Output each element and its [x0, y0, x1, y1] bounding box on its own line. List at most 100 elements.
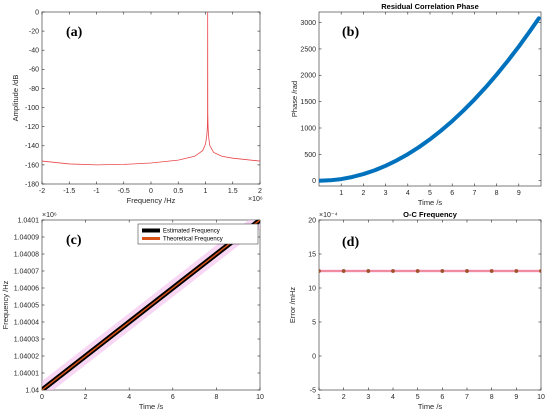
- y-exponent-label: ×10⁻⁴: [319, 212, 338, 219]
- series-group: [42, 12, 260, 166]
- y-tick-label: -40: [29, 48, 39, 55]
- y-axis-label: Phase /rad: [290, 81, 299, 117]
- legend-entry: Estimated Frequency: [163, 229, 220, 235]
- x-tick-label: 1: [204, 188, 208, 195]
- data-point: [465, 269, 470, 274]
- y-tick-label: -180: [25, 181, 39, 188]
- series-line: [42, 220, 260, 390]
- chart-b: 1 2 3 4 5 6 7 8 9 0 500 1000 1500 2000 2500 3000 Time /s…: [290, 2, 542, 207]
- series-line: [42, 12, 260, 166]
- y-tick-label: -5: [310, 387, 316, 394]
- data-point: [391, 269, 396, 274]
- x-tick-label: 2: [361, 190, 365, 197]
- y-tick-label: -120: [25, 124, 39, 131]
- y-tick-label: 0: [312, 353, 316, 360]
- x-tick-label: 5: [416, 394, 420, 401]
- y-tick-label: -100: [25, 105, 39, 112]
- y-tick-label: 2500: [300, 46, 316, 53]
- y-tick-label: 20: [308, 217, 316, 224]
- y-axis-label: Error /mHz: [288, 287, 297, 323]
- series-group: [42, 220, 260, 390]
- x-tick-label: -0.5: [118, 188, 130, 195]
- y-tick-label: -80: [29, 86, 39, 93]
- x-tick-label: 6: [171, 394, 175, 401]
- y-axis-label: Amplitude /dB: [11, 75, 20, 122]
- x-tick-label: -1: [93, 188, 99, 195]
- y-tick-label: 500: [304, 152, 316, 159]
- legend-entry: Theoretical Frequency: [163, 237, 223, 243]
- y-tick-label: 1.04003: [14, 336, 39, 343]
- y-tick-label: 15: [308, 251, 316, 258]
- plot-frame: [318, 219, 542, 391]
- x-tick-label: 8: [495, 190, 499, 197]
- y-tick-label: -60: [29, 67, 39, 74]
- x-axis-label: Frequency /Hz: [127, 196, 176, 205]
- x-tick-label: 0: [149, 188, 153, 195]
- y-tick-label: -20: [29, 29, 39, 36]
- x-tick-label: 4: [127, 394, 131, 401]
- series-group: [319, 269, 541, 274]
- x-tick-label: 6: [440, 394, 444, 401]
- data-point: [341, 269, 346, 274]
- y-tick-label: 1.04007: [14, 268, 39, 275]
- y-exponent-label: ×10⁶: [42, 212, 57, 219]
- y-tick-label: 1.04008: [14, 251, 39, 258]
- x-tick-label: 3: [366, 394, 370, 401]
- y-tick-label: 1.04001: [14, 370, 39, 377]
- y-tick-label: -140: [25, 143, 39, 150]
- y-tick-label: 0: [312, 178, 316, 185]
- x-axis-label: Time /s: [418, 198, 443, 207]
- panel-label: (d): [342, 235, 359, 250]
- x-tick-label: 5: [428, 190, 432, 197]
- panel-label: (a): [66, 25, 83, 40]
- x-exponent-label: ×10⁶: [248, 196, 263, 203]
- chart-c: 0 2 4 6 8 10 1.04 1.04001 1.04002 1.04003 1.04004 1…: [1, 212, 264, 411]
- x-tick-label: 9: [514, 394, 518, 401]
- y-tick-label: 2000: [300, 73, 316, 80]
- y-tick-label: 10: [308, 285, 316, 292]
- chart-a: -2 -1.5 -1 -0.5 0 0.5 1 1.5 2 0 -20 -40 -60 -80 -100 -1…: [11, 9, 263, 205]
- data-point: [539, 269, 541, 273]
- x-tick-label: 8: [490, 394, 494, 401]
- x-tick-label: 4: [406, 190, 410, 197]
- x-tick-label: 0: [40, 394, 44, 401]
- y-axis-label: Frequency /Hz: [1, 280, 10, 329]
- data-point: [440, 269, 445, 274]
- data-point: [514, 269, 519, 274]
- y-tick-label: 1.04006: [14, 285, 39, 292]
- panel-label: (b): [342, 25, 359, 40]
- x-axis-label: Time /s: [139, 402, 164, 411]
- data-point: [319, 269, 321, 273]
- x-tick-label: 1: [317, 394, 321, 401]
- x-tick-label: 6: [450, 190, 454, 197]
- y-tick-label: 1.04: [25, 387, 39, 394]
- y-tick-label: 3000: [300, 20, 316, 27]
- x-tick-label: 8: [214, 394, 218, 401]
- data-point: [415, 269, 420, 274]
- x-tick-label: 2: [342, 394, 346, 401]
- x-tick-label: 3: [384, 190, 388, 197]
- series-group: [319, 16, 541, 183]
- y-tick-label: 1500: [300, 99, 316, 106]
- x-tick-label: 0.5: [173, 188, 183, 195]
- x-tick-label: 1: [339, 190, 343, 197]
- y-tick-label: 1.0401: [18, 217, 40, 224]
- x-tick-label: 1.5: [228, 188, 238, 195]
- x-axis-label: Time /s: [418, 402, 443, 411]
- x-tick-label: 7: [472, 190, 476, 197]
- y-tick-label: 1.04004: [14, 319, 39, 326]
- x-tick-label: 10: [256, 394, 264, 401]
- data-point: [366, 269, 371, 274]
- y-tick-label: 1.04002: [14, 353, 39, 360]
- x-tick-label: 2: [84, 394, 88, 401]
- data-point: [489, 269, 494, 274]
- legend: Estimated Frequency Theoretical Frequency: [137, 223, 259, 245]
- chart-title: Residual Correlation Phase: [381, 2, 479, 11]
- x-tick-label: 2: [258, 188, 262, 195]
- chart-title: O-C Frequency: [403, 210, 458, 219]
- chart-d: 1 2 3 4 5 6 7 8 9 10 -5 0 5 10 15 20 Time /s Error /mHz O-…: [288, 210, 545, 411]
- x-tick-label: -1.5: [63, 188, 75, 195]
- y-tick-label: 1.04005: [14, 302, 39, 309]
- x-tick-label: 9: [517, 190, 521, 197]
